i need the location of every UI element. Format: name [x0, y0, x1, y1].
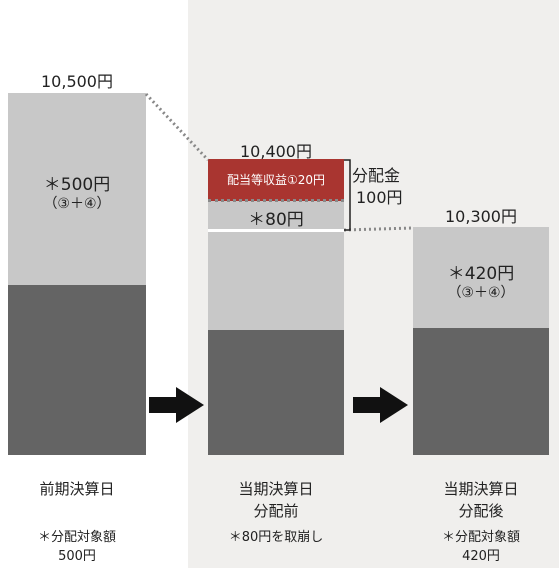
before-inner-value: ＊500円: [43, 175, 111, 195]
before-price-label: 10,500円: [41, 72, 113, 91]
post-inner-sub: （③＋④）: [447, 285, 515, 301]
income-band: 配当等収益①20円: [208, 159, 344, 201]
connector-pre-to-post: [343, 226, 414, 232]
pre-bar-base: [208, 330, 344, 455]
post-date-label-line2: 分配後: [458, 502, 504, 520]
post-price-label: 10,300円: [445, 207, 517, 226]
right-arrow-icon: [353, 387, 408, 423]
post-inner-value: ＊420円: [447, 264, 515, 284]
before-note-line1: ＊分配対象額: [37, 530, 116, 545]
income-band-dotted-edge: [208, 199, 344, 202]
pre-price-label: 10,400円: [240, 142, 312, 161]
post-bar-base: [413, 328, 549, 455]
pre-note: ＊80円を取崩し: [228, 530, 324, 545]
before-bar-base: [8, 285, 146, 455]
connector-before-to-pre: [144, 92, 210, 162]
pre-inner-value: ＊80円: [248, 210, 304, 230]
distribution-bracket: [344, 159, 351, 231]
post-note-line2: 420円: [462, 549, 500, 564]
distribution-label-line1: 分配金: [352, 166, 401, 185]
before-note-line2: 500円: [58, 549, 96, 564]
pre-date-label-line2: 分配前: [253, 502, 299, 520]
before-date-label: 前期決算日: [39, 480, 115, 498]
before-bar-top: [8, 93, 146, 285]
pre-bar-top: [208, 201, 344, 330]
post-date-label-line1: 当期決算日: [443, 480, 519, 498]
distribution-label-line2: 100円: [356, 188, 403, 207]
pre-date-label-line1: 当期決算日: [238, 480, 314, 498]
right-arrow-icon: [149, 387, 204, 423]
post-note-line1: ＊分配対象額: [441, 530, 520, 545]
before-inner-sub: （③＋④）: [43, 196, 111, 212]
post-distribution-level-line: [208, 229, 344, 232]
post-bar-top: [413, 227, 549, 328]
